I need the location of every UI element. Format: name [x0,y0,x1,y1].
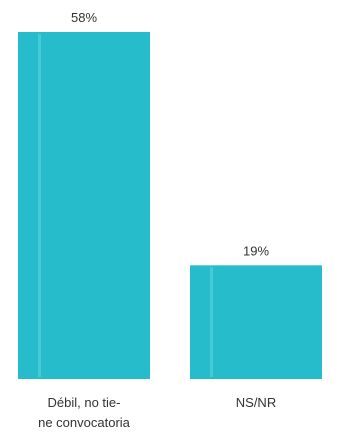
category-label-0: Débil, no tie-ne convocatoria [38,395,131,430]
labels-group: 58% Débil, no tie-ne convocatoria 19% NS/NR [38,10,276,430]
value-label-0: 58% [71,10,97,25]
value-label-1: 19% [243,243,269,258]
category-label-line: Débil, no tie- [48,395,121,410]
bar-highlight-1 [210,267,213,377]
bar-highlight-0 [38,34,41,377]
bar-0 [18,32,150,379]
bar-1 [190,265,322,379]
bars-group [18,32,322,379]
category-label-line: NS/NR [236,395,276,410]
category-label-line: ne convocatoria [38,415,131,430]
category-label-1: NS/NR [236,395,276,410]
